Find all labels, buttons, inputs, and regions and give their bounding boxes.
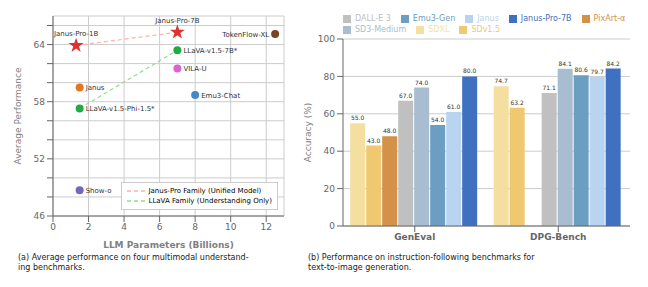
svg-text:TokenFlow-XL: TokenFlow-XL <box>221 31 269 39</box>
svg-text:100: 100 <box>318 34 335 44</box>
svg-text:VILA-U: VILA-U <box>183 65 206 73</box>
html-text:(a) Average performance on fou: (a) Average performance on four multimod… <box>18 253 249 272</box>
svg-text:74.0: 74.0 <box>415 79 429 86</box>
svg-text:Accuracy (%): Accuracy (%) <box>303 103 313 163</box>
svg-text:46: 46 <box>34 211 46 221</box>
svg-text:GenEval: GenEval <box>394 232 435 242</box>
svg-text:Emu3-Chat: Emu3-Chat <box>201 92 240 100</box>
svg-text:0: 0 <box>50 222 56 232</box>
html-text:DALL-E 3: DALL-E 3 <box>355 14 391 23</box>
svg-text:10: 10 <box>225 222 237 232</box>
svg-text:43.0: 43.0 <box>367 137 381 144</box>
svg-text:80.0: 80.0 <box>463 67 477 74</box>
svg-text:0: 0 <box>329 221 335 231</box>
html-text:SD3-Medium: SD3-Medium <box>355 25 407 34</box>
svg-text:61.0: 61.0 <box>447 103 461 110</box>
svg-text:LLaVA-v1.5-7B*: LLaVA-v1.5-7B* <box>183 47 237 55</box>
svg-text:2: 2 <box>86 222 92 232</box>
svg-text:4: 4 <box>121 222 127 232</box>
svg-text:52: 52 <box>34 154 45 164</box>
svg-text:40: 40 <box>324 146 336 156</box>
svg-text:LLaVA-v1.5-Phi-1.5*: LLaVA-v1.5-Phi-1.5* <box>86 105 155 113</box>
html-text:PixArt-α: PixArt-α <box>593 14 626 23</box>
svg-text:48.0: 48.0 <box>383 127 397 134</box>
svg-text:64: 64 <box>34 40 46 50</box>
svg-text:60: 60 <box>324 109 336 119</box>
html-text:SDv1.5: SDv1.5 <box>471 25 501 34</box>
svg-text:80: 80 <box>324 72 336 82</box>
svg-text:80.6: 80.6 <box>574 66 588 73</box>
svg-text:Janus: Janus <box>85 84 105 92</box>
svg-text:84.1: 84.1 <box>558 60 572 67</box>
html-text:Janus: Janus <box>477 14 499 23</box>
svg-text:74.7: 74.7 <box>494 77 508 84</box>
svg-text:Janus-Pro-7B: Janus-Pro-7B <box>154 17 200 25</box>
html-text:Emu3-Gen: Emu3-Gen <box>412 14 456 23</box>
svg-text:55.0: 55.0 <box>351 114 365 121</box>
svg-text:54.0: 54.0 <box>431 116 445 123</box>
svg-text:8: 8 <box>192 222 198 232</box>
svg-text:67.0: 67.0 <box>399 92 413 99</box>
svg-text:DPG-Bench: DPG-Bench <box>530 232 586 242</box>
svg-text:LLM Parameters (Billions): LLM Parameters (Billions) <box>103 240 234 250</box>
svg-text:58: 58 <box>34 97 46 107</box>
html-text:Janus-Pro Family (Unified Mode: Janus-Pro Family (Unified Model) <box>148 187 262 195</box>
svg-text:6: 6 <box>157 222 163 232</box>
html-text:(b) Performance on instruction: (b) Performance on instruction-following… <box>308 253 535 272</box>
svg-text:20: 20 <box>324 184 336 194</box>
html-text:Janus-Pro-7B: Janus-Pro-7B <box>520 14 572 23</box>
svg-text:79.7: 79.7 <box>590 68 604 75</box>
svg-text:12: 12 <box>261 222 272 232</box>
svg-text:71.1: 71.1 <box>542 84 556 91</box>
svg-text:Janus-Pro-1B: Janus-Pro-1B <box>53 30 99 38</box>
svg-text:Show-o: Show-o <box>86 187 112 195</box>
html-text:LLaVA Family (Understanding On: LLaVA Family (Understanding Only) <box>148 197 272 205</box>
svg-text:84.2: 84.2 <box>606 60 620 67</box>
html-text:SDXL: SDXL <box>428 25 450 34</box>
svg-text:63.2: 63.2 <box>510 99 524 106</box>
svg-text:Average Performance: Average Performance <box>13 67 23 164</box>
